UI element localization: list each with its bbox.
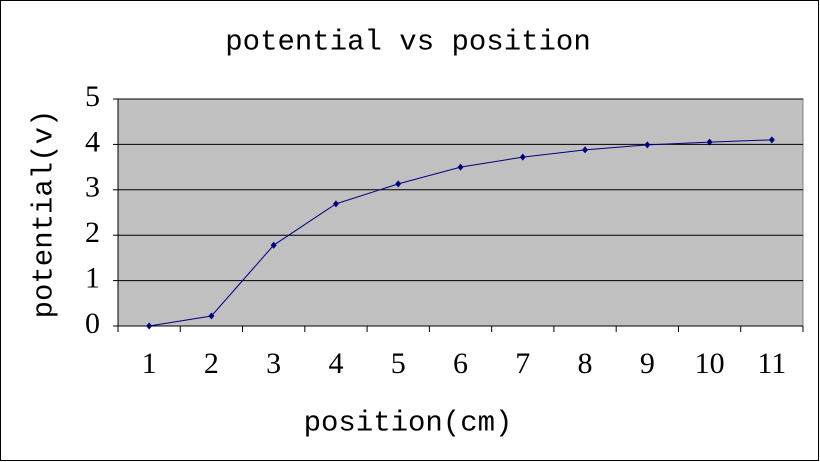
data-point: [644, 141, 651, 149]
x-axis-label: position(cm): [304, 407, 513, 440]
y-tick-label: 0: [85, 307, 100, 340]
x-tick-label: 8: [578, 347, 593, 380]
x-tick-label: 7: [515, 347, 530, 380]
data-point: [582, 146, 589, 154]
data-point: [768, 136, 775, 144]
x-tick-label: 2: [204, 347, 219, 380]
x-tick-label: 11: [757, 347, 786, 380]
data-point: [270, 241, 277, 249]
y-tick-label: 4: [85, 125, 100, 158]
y-tick-label: 3: [85, 171, 100, 204]
data-point: [395, 180, 402, 188]
data-point: [519, 153, 526, 161]
x-tick-label: 5: [391, 347, 406, 380]
y-tick-label: 1: [85, 261, 100, 294]
x-tick-label: 9: [640, 347, 655, 380]
x-tick-label: 6: [453, 347, 468, 380]
y-tick-label: 5: [85, 80, 100, 113]
plot-area: [117, 98, 804, 327]
y-tick-label: 2: [85, 216, 100, 249]
data-point: [706, 138, 713, 146]
x-tick-label: 3: [266, 347, 281, 380]
x-tick-label: 10: [695, 347, 725, 380]
data-point: [146, 322, 153, 330]
y-axis-label: potential(v): [28, 110, 61, 319]
x-tick-label: 4: [328, 347, 343, 380]
data-point: [208, 312, 215, 320]
chart-title: potential vs position: [225, 26, 590, 59]
x-tick-label: 1: [142, 347, 157, 380]
data-point: [332, 200, 339, 208]
data-point: [457, 163, 464, 171]
